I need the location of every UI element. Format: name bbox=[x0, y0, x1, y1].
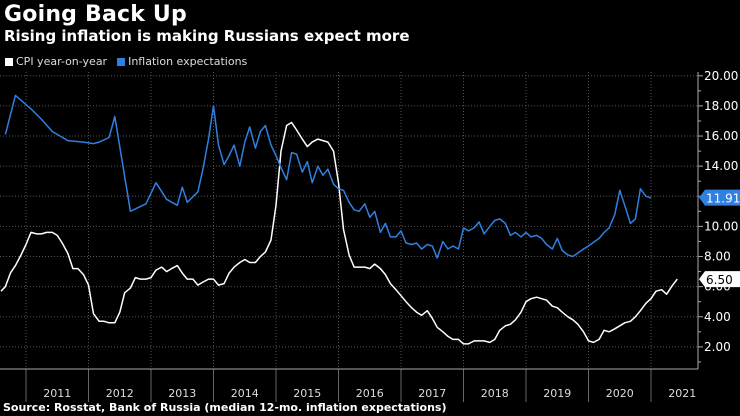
x-tick-label: 2015 bbox=[293, 387, 321, 400]
legend: CPI year-on-year Inflation expectations bbox=[5, 55, 247, 68]
x-tick-label: 2019 bbox=[543, 387, 571, 400]
x-tick-label: 2017 bbox=[418, 387, 446, 400]
y-tick-label: 20.00 bbox=[704, 69, 738, 83]
y-tick-label: 2.00 bbox=[704, 340, 731, 354]
y-tick-label: 8.00 bbox=[704, 250, 731, 264]
y-tick-label: 18.00 bbox=[704, 99, 738, 113]
x-tick-label: 2012 bbox=[106, 387, 134, 400]
y-tick-label: 10.00 bbox=[704, 219, 738, 233]
x-tick-label: 2020 bbox=[606, 387, 634, 400]
last-value-tag-expectations-label: 11.91 bbox=[706, 192, 740, 206]
series-line-expectations bbox=[4, 94, 652, 259]
legend-label-cpi: CPI year-on-year bbox=[16, 55, 108, 68]
last-value-tag-cpi-label: 6.50 bbox=[706, 273, 733, 287]
legend-swatch-expectations bbox=[117, 57, 126, 66]
series-line-cpi bbox=[0, 121, 678, 345]
last-value-tag-cpi bbox=[699, 271, 740, 288]
x-tick-label: 2014 bbox=[231, 387, 259, 400]
x-tick-label: 2013 bbox=[168, 387, 196, 400]
y-tick-label: 14.00 bbox=[704, 159, 738, 173]
last-value-tag-expectations bbox=[699, 189, 740, 206]
chart-title: Going Back Up bbox=[4, 2, 187, 27]
x-tick-label: 2011 bbox=[43, 387, 71, 400]
legend-label-expectations: Inflation expectations bbox=[128, 55, 248, 68]
y-tick-label: 16.00 bbox=[704, 129, 738, 143]
x-tick-label: 2018 bbox=[481, 387, 509, 400]
chart-subtitle: Rising inflation is making Russians expe… bbox=[4, 27, 410, 45]
x-tick-label: 2021 bbox=[668, 387, 696, 400]
legend-swatch-cpi bbox=[5, 57, 13, 66]
source-note: Source: Rosstat, Bank of Russia (median … bbox=[3, 401, 447, 414]
legend-item-cpi: CPI year-on-year bbox=[5, 55, 107, 68]
y-tick-label: 4.00 bbox=[704, 310, 731, 324]
x-tick-label: 2016 bbox=[356, 387, 384, 400]
legend-item-expectations: Inflation expectations bbox=[117, 55, 247, 68]
